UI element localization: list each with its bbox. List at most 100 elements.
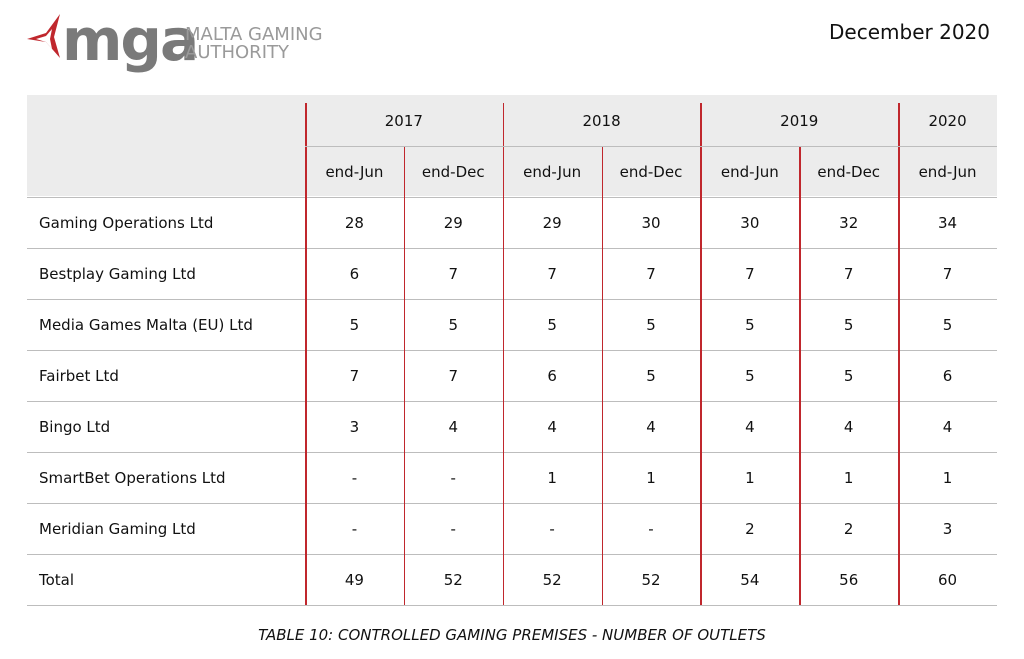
divider [898, 452, 900, 503]
row-line [305, 146, 997, 147]
divider [898, 299, 900, 350]
value-cell: 52 [542, 570, 562, 589]
row-label: Bestplay Gaming Ltd [39, 264, 196, 283]
divider [502, 401, 505, 452]
row-line [27, 350, 997, 351]
divider [305, 350, 307, 401]
value-cell: 49 [344, 570, 364, 589]
value-cell: 5 [448, 315, 459, 334]
divider [799, 299, 801, 350]
divider [799, 248, 801, 299]
year-header: 2019 [780, 111, 819, 130]
value-cell: 4 [843, 417, 854, 436]
row-line [27, 503, 997, 504]
divider [700, 299, 702, 350]
value-cell: 6 [547, 366, 557, 385]
value-cell: - [450, 468, 456, 487]
period-header: end-Dec [619, 162, 683, 181]
divider [305, 401, 307, 452]
value-cell: 7 [547, 264, 557, 283]
value-cell: 5 [349, 315, 360, 334]
divider [898, 350, 900, 401]
divider [898, 554, 900, 605]
divider [305, 452, 307, 503]
table-header-bg [27, 95, 997, 196]
value-cell: 1 [646, 468, 656, 487]
divider [700, 554, 702, 605]
divider [502, 350, 505, 401]
value-cell: 7 [843, 264, 854, 283]
value-cell: - [351, 468, 358, 487]
value-cell: 7 [448, 366, 459, 385]
divider [700, 146, 702, 197]
period-header: end-Dec [421, 162, 485, 181]
value-cell: 7 [646, 264, 656, 283]
value-cell: 34 [938, 213, 958, 232]
value-cell: 32 [839, 213, 859, 232]
divider [502, 146, 505, 197]
row-line [27, 299, 997, 300]
value-cell: - [549, 519, 555, 538]
value-cell: 29 [443, 213, 463, 232]
value-cell: 7 [745, 264, 755, 283]
divider [403, 503, 406, 554]
period-header: end-Dec [817, 162, 881, 181]
divider [502, 554, 505, 605]
divider [403, 401, 406, 452]
divider [898, 197, 900, 248]
divider [305, 197, 307, 248]
divider [305, 103, 307, 146]
table-caption: TABLE 10: CONTROLLED GAMING PREMISES - N… [258, 626, 766, 644]
value-cell: 5 [843, 366, 854, 385]
divider [502, 452, 505, 503]
divider [502, 503, 505, 554]
divider [305, 146, 307, 197]
divider [601, 299, 604, 350]
divider [403, 197, 406, 248]
divider [601, 146, 604, 197]
value-cell: 1 [843, 468, 854, 487]
row-line [27, 605, 997, 606]
row-line [27, 401, 997, 402]
value-cell: 56 [839, 570, 859, 589]
row-label: Gaming Operations Ltd [39, 213, 214, 232]
divider [898, 146, 900, 197]
divider [403, 452, 406, 503]
value-cell: 4 [745, 417, 755, 436]
divider [403, 146, 406, 197]
divider [305, 554, 307, 605]
divider [601, 401, 604, 452]
value-cell: 1 [942, 468, 953, 487]
divider [502, 103, 505, 146]
logo-star [27, 14, 60, 58]
value-cell: 29 [542, 213, 562, 232]
row-label: Fairbet Ltd [39, 366, 119, 385]
divider [700, 248, 702, 299]
row-line [27, 554, 997, 555]
row-line [27, 248, 997, 249]
divider [898, 103, 900, 146]
divider [601, 554, 604, 605]
divider [799, 452, 801, 503]
value-cell: - [450, 519, 456, 538]
logo-name: AUTHORITY [185, 42, 290, 63]
value-cell: 5 [547, 315, 557, 334]
logo-name: MALTA GAMING [185, 24, 323, 45]
value-cell: 3 [942, 519, 953, 538]
divider [700, 503, 702, 554]
divider [502, 197, 505, 248]
row-line [27, 197, 997, 198]
value-cell: 2 [745, 519, 755, 538]
divider [601, 452, 604, 503]
divider [305, 248, 307, 299]
period-header: end-Jun [523, 162, 582, 181]
value-cell: 7 [942, 264, 953, 283]
value-cell: 30 [641, 213, 661, 232]
value-cell: 5 [942, 315, 953, 334]
divider [601, 248, 604, 299]
logo: mga MALTA GAMING AUTHORITY [27, 12, 323, 74]
logo-star-inner [36, 29, 52, 49]
logo-text: mga [62, 12, 197, 74]
divider [601, 197, 604, 248]
divider [898, 401, 900, 452]
